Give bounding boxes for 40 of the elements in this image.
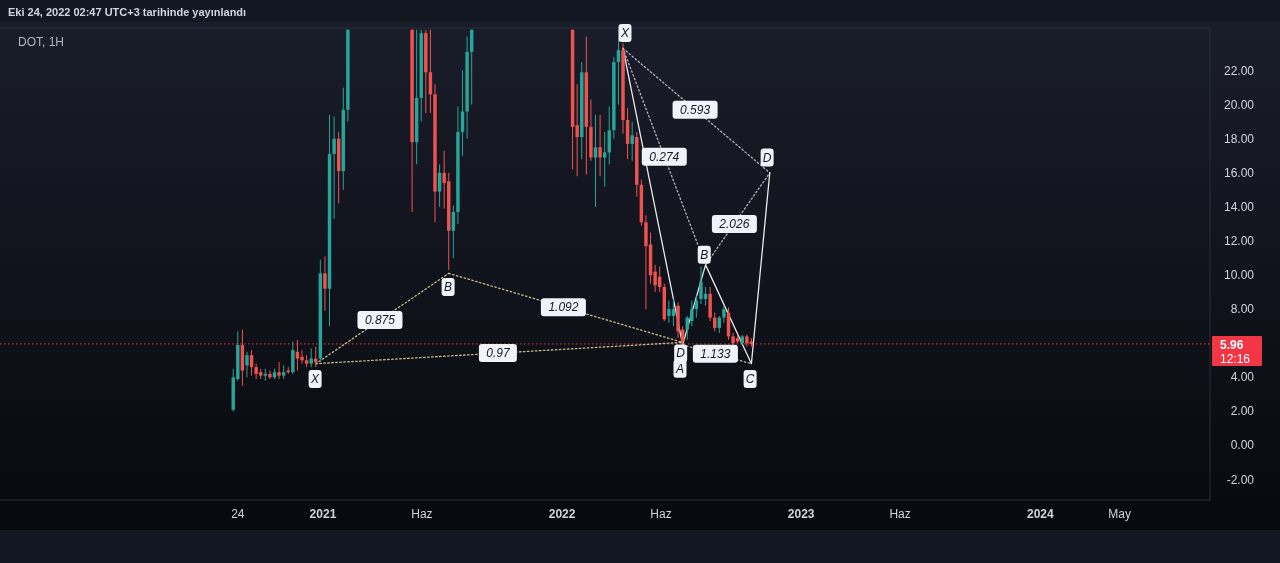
text: 12:16 <box>1220 351 1251 366</box>
ref-line-label: 5.96 <box>1220 337 1244 352</box>
y-tick-label: 8.00 <box>1230 302 1255 317</box>
x-tick-label: Haz <box>889 507 911 521</box>
y-tick-label: 20.00 <box>1223 97 1255 112</box>
x-tick-label: Haz <box>411 507 433 521</box>
x-tick-label: Haz <box>650 507 672 521</box>
text: DOT, 1H <box>18 35 65 49</box>
annotation: 0.97 <box>486 346 511 361</box>
chart-subtitle: Eki 24, 2022 02:47 UTC+3 tarihinde yayınlandı <box>8 6 247 18</box>
x-tick-label: 24 <box>231 507 245 521</box>
x-tick-label: May <box>1108 507 1131 521</box>
annotation: 1.092 <box>548 300 579 315</box>
annotation: D <box>762 150 772 165</box>
y-tick-label: 4.00 <box>1230 370 1255 385</box>
annotation: 0.875 <box>364 313 396 328</box>
y-tick-label: 0.00 <box>1230 438 1255 453</box>
annotation: 0.593 <box>680 102 711 117</box>
y-tick-label: 18.00 <box>1223 131 1255 146</box>
y-tick-label: 16.00 <box>1223 165 1255 180</box>
annotation: C <box>745 372 755 387</box>
y-tick-label: 14.00 <box>1223 199 1255 214</box>
annotation: B <box>444 280 453 294</box>
x-tick-label: 2023 <box>787 507 815 521</box>
x-tick-label: 2022 <box>548 507 576 521</box>
y-tick-label: 10.00 <box>1223 268 1255 283</box>
y-tick-label: 2.00 <box>1230 404 1255 419</box>
x-tick-label: 2021 <box>309 507 337 521</box>
annotation: X <box>619 26 630 41</box>
y-tick-label: 12.00 <box>1223 234 1255 248</box>
annotation: X <box>310 372 321 387</box>
annotation: 0.274 <box>649 149 680 164</box>
annotation: B <box>700 247 709 262</box>
annotation: A <box>675 361 685 376</box>
x-tick-label: 2024 <box>1026 507 1054 521</box>
y-tick-label: -2.00 <box>1226 472 1255 487</box>
annotation: 1.133 <box>700 346 731 361</box>
annotation: D <box>676 346 686 361</box>
annotation: 2.026 <box>718 216 750 231</box>
y-tick-label: 22.00 <box>1223 63 1255 78</box>
